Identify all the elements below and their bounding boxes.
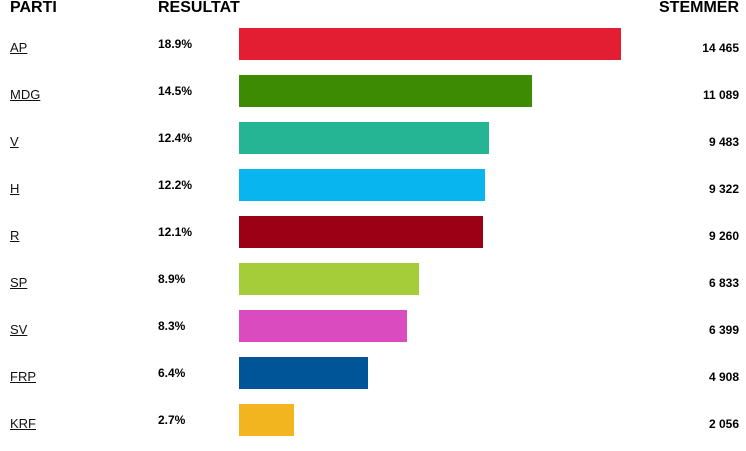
- result-percent: 6.4%: [158, 366, 186, 380]
- table-row: KRF 2.7% 2 056: [0, 404, 746, 451]
- result-bar: [239, 75, 532, 107]
- result-percent: 12.4%: [158, 131, 193, 145]
- party-link-mdg[interactable]: MDG: [10, 87, 41, 102]
- result-percent: 14.5%: [158, 84, 193, 98]
- result-percent: 18.9%: [158, 37, 193, 51]
- party-link-ap[interactable]: AP: [10, 40, 28, 55]
- result-bar: [239, 357, 368, 389]
- header-result: RESULTAT: [158, 0, 240, 16]
- result-percent: 8.9%: [158, 272, 186, 286]
- table-row: SV 8.3% 6 399: [0, 310, 746, 357]
- vote-count: 6 833: [708, 276, 739, 290]
- vote-count: 9 483: [708, 135, 739, 149]
- table-row: H 12.2% 9 322: [0, 169, 746, 216]
- party-link-r[interactable]: R: [10, 228, 20, 243]
- party-link-krf[interactable]: KRF: [10, 416, 36, 431]
- party-link-sv[interactable]: SV: [10, 322, 28, 337]
- header-party: PARTI: [10, 0, 57, 16]
- table-row: R 12.1% 9 260: [0, 216, 746, 263]
- vote-count: 11 089: [702, 88, 739, 102]
- table-row: SP 8.9% 6 833: [0, 263, 746, 310]
- vote-count: 2 056: [708, 417, 739, 431]
- vote-count: 14 465: [702, 41, 739, 55]
- vote-count: 6 399: [708, 323, 739, 337]
- party-link-h[interactable]: H: [10, 181, 20, 196]
- vote-count: 9 322: [708, 182, 739, 196]
- table-row: FRP 6.4% 4 908: [0, 357, 746, 404]
- vote-count: 9 260: [708, 229, 739, 243]
- result-bar: [239, 169, 485, 201]
- table-row: MDG 14.5% 11 089: [0, 75, 746, 122]
- result-bar: [239, 310, 407, 342]
- result-bar: [239, 122, 489, 154]
- result-percent: 12.1%: [158, 225, 193, 239]
- header-votes: STEMMER: [659, 0, 739, 16]
- party-link-sp[interactable]: SP: [10, 275, 28, 290]
- result-percent: 2.7%: [158, 413, 186, 427]
- result-bar: [239, 263, 419, 295]
- result-percent: 12.2%: [158, 178, 193, 192]
- party-link-v[interactable]: V: [10, 134, 19, 149]
- party-link-frp[interactable]: FRP: [10, 369, 36, 384]
- table-row: AP 18.9% 14 465: [0, 28, 746, 75]
- result-bar: [239, 216, 483, 248]
- result-bar: [239, 28, 621, 60]
- table-row: V 12.4% 9 483: [0, 122, 746, 169]
- result-percent: 8.3%: [158, 319, 186, 333]
- vote-count: 4 908: [708, 370, 739, 384]
- result-bar: [239, 404, 294, 436]
